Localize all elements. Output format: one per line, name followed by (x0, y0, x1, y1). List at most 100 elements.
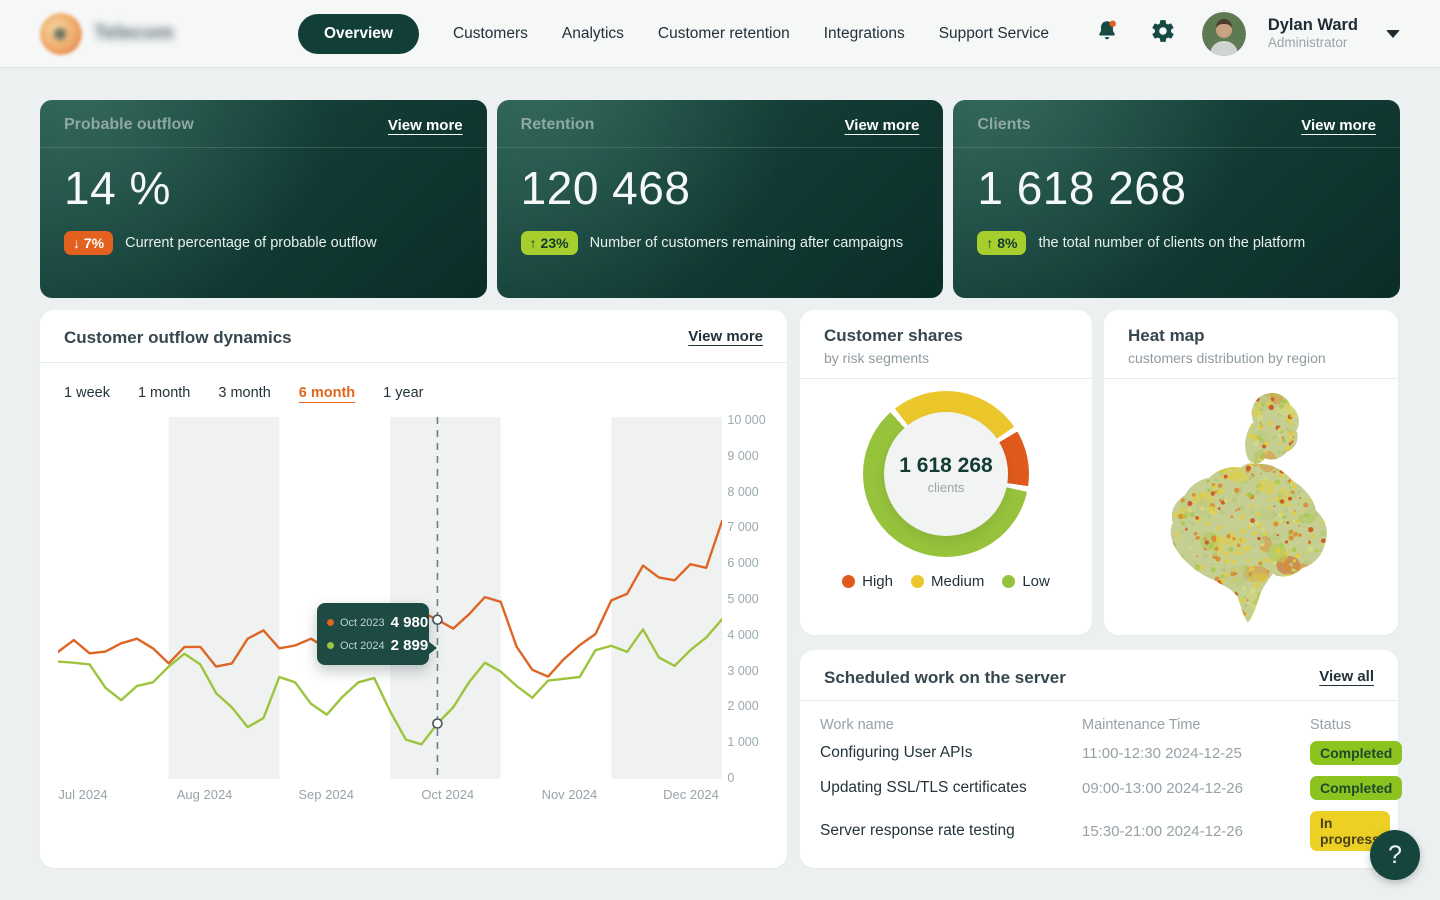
tab-3-month[interactable]: 3 month (218, 385, 271, 401)
user-name: Dylan Ward (1267, 15, 1358, 34)
trend-badge: ↓ 7% (64, 230, 114, 255)
view-more-link[interactable]: View more (387, 116, 463, 134)
view-more-link[interactable]: View more (844, 116, 920, 134)
kpi-title: Clients (977, 116, 1031, 133)
series-dot-oct-2024 (327, 642, 334, 649)
top-navigation-bar: Telecom Overview Customers Analytics Cus… (0, 0, 1440, 68)
user-role: Administrator (1267, 35, 1348, 51)
map-base-shape (1170, 393, 1327, 623)
logo-icon (40, 12, 82, 55)
header-actions: Dylan Ward Administrator (1090, 11, 1400, 56)
region-heat-map[interactable] (1104, 379, 1398, 627)
work-name: Configuring User APIs (820, 744, 973, 761)
scheduled-work-card: Scheduled work on the server View all Wo… (800, 650, 1403, 868)
kpi-cards-row: Probable outflow View more 14 % ↓ 7% Cur… (40, 100, 1400, 298)
legend-item-low: Low (1002, 573, 1050, 590)
kpi-value: 120 468 (520, 162, 691, 214)
tab-1-year[interactable]: 1 year (383, 385, 424, 401)
user-avatar[interactable] (1201, 11, 1246, 56)
card-subtitle: by risk segments (824, 350, 930, 366)
kpi-description: Current percentage of probable outflow (125, 234, 377, 251)
card-title: Heat map (1128, 326, 1205, 345)
donut-total-value: 1 618 268 (899, 453, 993, 477)
trend-badge: ↑ 23% (520, 230, 578, 255)
tooltip-value: 4 980 (390, 614, 429, 631)
legend-dot-high (842, 575, 856, 588)
kpi-card-probable-outflow: Probable outflow View more 14 % ↓ 7% Cur… (40, 100, 487, 298)
donut-legend: High Medium Low (842, 573, 1050, 590)
heat-map-canvas (1170, 393, 1327, 623)
settings-button[interactable] (1146, 17, 1180, 51)
main-nav: Overview Customers Analytics Customer re… (298, 13, 1049, 54)
tooltip-arrow (428, 641, 437, 655)
view-more-link[interactable]: View more (1301, 116, 1376, 134)
customer-outflow-dynamics-card: Customer outflow dynamics View more 1 we… (40, 310, 787, 868)
status-badge: Completed (1310, 741, 1403, 765)
tooltip-label: Oct 2023 (340, 616, 385, 629)
legend-dot-medium (910, 575, 924, 588)
card-title: Scheduled work on the server (824, 668, 1066, 687)
help-button[interactable]: ? (1370, 830, 1420, 880)
card-title: Customer outflow dynamics (64, 328, 292, 347)
trend-badge: ↑ 8% (977, 230, 1027, 255)
tab-6-month[interactable]: 6 month (298, 385, 356, 401)
status-badge: Completed (1310, 776, 1403, 800)
kpi-title: Retention (520, 116, 595, 133)
x-axis-labels: Jul 2024 Aug 2024 Sep 2024 Oct 2024 Nov 2024… (58, 787, 719, 802)
maintenance-time: 09:00-13:00 2024-12-26 (1082, 779, 1243, 797)
table-row: Configuring User APIs 11:00-12:30 2024-1… (820, 741, 1403, 765)
column-status: Status (1310, 717, 1352, 733)
kpi-card-retention: Retention View more 120 468 ↑ 23% Number… (496, 100, 944, 298)
tooltip-value: 2 899 (390, 637, 429, 654)
brand-logo[interactable]: Telecom (40, 12, 250, 55)
view-all-link[interactable]: View all (1319, 668, 1374, 685)
kpi-description: the total number of clients on the platf… (1038, 234, 1306, 251)
maintenance-time: 11:00-12:30 2024-12-25 (1082, 744, 1242, 762)
work-name: Updating SSL/TLS certificates (820, 779, 1027, 796)
tab-1-month[interactable]: 1 month (137, 385, 191, 401)
series-dot-oct-2023 (327, 619, 334, 626)
kpi-description: Number of customers remaining after camp… (589, 234, 904, 251)
nav-item-integrations[interactable]: Integrations (823, 24, 905, 42)
tab-1-week[interactable]: 1 week (64, 385, 110, 401)
work-name: Server response rate testing (820, 822, 1015, 839)
column-work-name: Work name (820, 717, 894, 733)
line-chart: Oct 2023 4 980 Oct 2024 2 899 10 000 9 00… (40, 413, 787, 785)
nav-item-customers[interactable]: Customers (452, 24, 528, 42)
nav-item-overview[interactable]: Overview (298, 13, 419, 54)
user-menu[interactable]: Dylan Ward Administrator (1268, 15, 1358, 53)
card-subtitle: customers distribution by region (1128, 350, 1326, 366)
y-axis-labels: 10 000 9 000 8 000 7 000 6 000 5 000 4 000 3 00… (727, 413, 766, 785)
maintenance-time: 15:30-21:00 2024-12-26 (1082, 822, 1243, 840)
kpi-title: Probable outflow (64, 116, 194, 133)
table-row: Server response rate testing 15:30-21:00… (820, 811, 1390, 851)
legend-dot-low (1002, 575, 1016, 588)
chart-tooltip: Oct 2023 4 980 Oct 2024 2 899 (317, 603, 437, 665)
column-maintenance-time: Maintenance Time (1082, 717, 1201, 733)
notifications-button[interactable] (1090, 17, 1124, 51)
question-mark-icon: ? (1388, 840, 1402, 869)
kpi-card-clients: Clients View more 1 618 268 ↑ 8% the tot… (953, 100, 1400, 298)
view-more-link[interactable]: View more (688, 328, 763, 345)
chart-plot-area[interactable]: Oct 2023 4 980 Oct 2024 2 899 (58, 417, 722, 779)
customer-shares-card: Customer shares by risk segments 1 618 2… (800, 310, 1092, 635)
donut-ring[interactable]: 1 618 268 clients (863, 391, 1029, 557)
scheduled-work-table: Work name Maintenance Time Status Config… (800, 701, 1403, 851)
nav-item-analytics[interactable]: Analytics (561, 24, 624, 42)
kpi-value: 1 618 268 (977, 162, 1187, 214)
table-row: Updating SSL/TLS certificates 09:00-13:0… (820, 776, 1403, 800)
card-title: Customer shares (824, 326, 963, 345)
tooltip-label: Oct 2024 (340, 639, 385, 652)
gear-icon (1150, 18, 1176, 49)
time-range-tabs: 1 week 1 month 3 month 6 month 1 year (40, 363, 787, 417)
risk-donut-chart: 1 618 268 clients High Medium Low (800, 379, 1092, 590)
nav-item-support-service[interactable]: Support Service (938, 24, 1049, 42)
donut-total-label: clients (927, 479, 965, 495)
nav-item-customer-retention[interactable]: Customer retention (657, 24, 790, 42)
table-header-row: Work name Maintenance Time Status (820, 717, 1378, 733)
logo-text: Telecom (94, 22, 174, 44)
chevron-down-icon[interactable] (1386, 29, 1400, 38)
bell-icon (1094, 18, 1120, 49)
donut-center: 1 618 268 clients (884, 412, 1008, 536)
